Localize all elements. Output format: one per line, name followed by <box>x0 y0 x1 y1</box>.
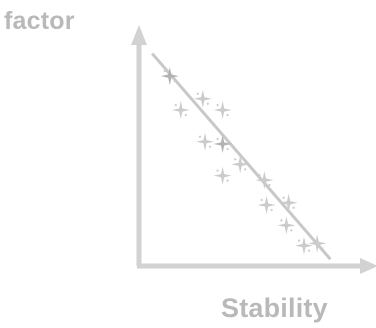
marker-accent-dot <box>198 135 202 138</box>
data-point-12 <box>277 216 296 235</box>
sparkle-marker-icon <box>213 101 232 120</box>
marker-accent-dot <box>196 92 199 95</box>
marker-accent-dot <box>270 208 273 212</box>
marker-accent-dot <box>216 103 219 107</box>
data-point-6 <box>213 134 232 153</box>
sparkle-marker-icon <box>193 89 212 108</box>
data-markers <box>160 67 327 255</box>
marker-accent-dot <box>258 174 261 177</box>
marker-accent-dot <box>163 70 166 73</box>
data-point-10 <box>257 195 276 214</box>
marker-accent-dot <box>208 145 212 148</box>
data-point-8 <box>213 166 232 185</box>
marker-accent-dot <box>226 113 229 117</box>
marker-accent-dot <box>311 237 314 240</box>
trend-line <box>151 52 332 261</box>
sparkle-marker-icon <box>231 155 250 174</box>
marker-accent-dot <box>216 137 219 141</box>
sparkle-marker-icon <box>213 166 232 185</box>
axes <box>131 25 376 274</box>
data-point-11 <box>279 193 298 212</box>
data-point-5 <box>196 132 214 151</box>
sparkle-marker-icon <box>160 67 179 86</box>
marker-accent-dot <box>321 247 324 250</box>
marker-accent-dot <box>174 103 177 107</box>
marker-accent-dot <box>268 184 271 187</box>
marker-accent-dot <box>282 196 285 199</box>
data-point-1 <box>160 67 179 86</box>
marker-accent-dot <box>307 249 311 252</box>
sparkle-marker-icon <box>257 195 276 214</box>
y-axis-arrowhead-icon <box>131 25 147 45</box>
marker-accent-dot <box>206 102 209 105</box>
marker-accent-dot <box>290 229 293 232</box>
marker-accent-dot <box>244 168 247 171</box>
marker-accent-dot <box>216 169 219 172</box>
marker-accent-dot <box>226 147 229 151</box>
data-point-4 <box>213 101 232 120</box>
y-axis-label: factor <box>4 7 75 35</box>
sparkle-marker-icon <box>196 132 214 151</box>
marker-accent-dot <box>173 80 176 83</box>
marker-accent-dot <box>292 206 295 209</box>
data-point-9 <box>255 171 274 190</box>
marker-accent-dot <box>184 113 187 117</box>
data-point-2 <box>171 101 190 120</box>
marker-accent-dot <box>260 198 263 202</box>
sparkle-marker-icon <box>277 216 296 235</box>
data-point-3 <box>193 89 212 108</box>
sparkle-marker-icon <box>171 101 190 120</box>
data-point-13 <box>308 234 327 253</box>
sparkle-marker-icon <box>213 134 232 153</box>
sparkle-marker-icon <box>279 193 298 212</box>
data-point-7 <box>231 155 250 174</box>
x-axis-label: Stability <box>221 293 328 323</box>
x-axis-arrowhead-icon <box>360 258 376 274</box>
sparkle-marker-icon <box>295 236 313 255</box>
marker-accent-dot <box>280 219 283 222</box>
marker-accent-dot <box>226 179 229 182</box>
sparkle-marker-icon <box>255 171 274 190</box>
sparkle-marker-icon <box>308 234 327 253</box>
marker-accent-dot <box>234 158 237 161</box>
data-point-14 <box>295 236 313 255</box>
marker-accent-dot <box>297 239 301 242</box>
